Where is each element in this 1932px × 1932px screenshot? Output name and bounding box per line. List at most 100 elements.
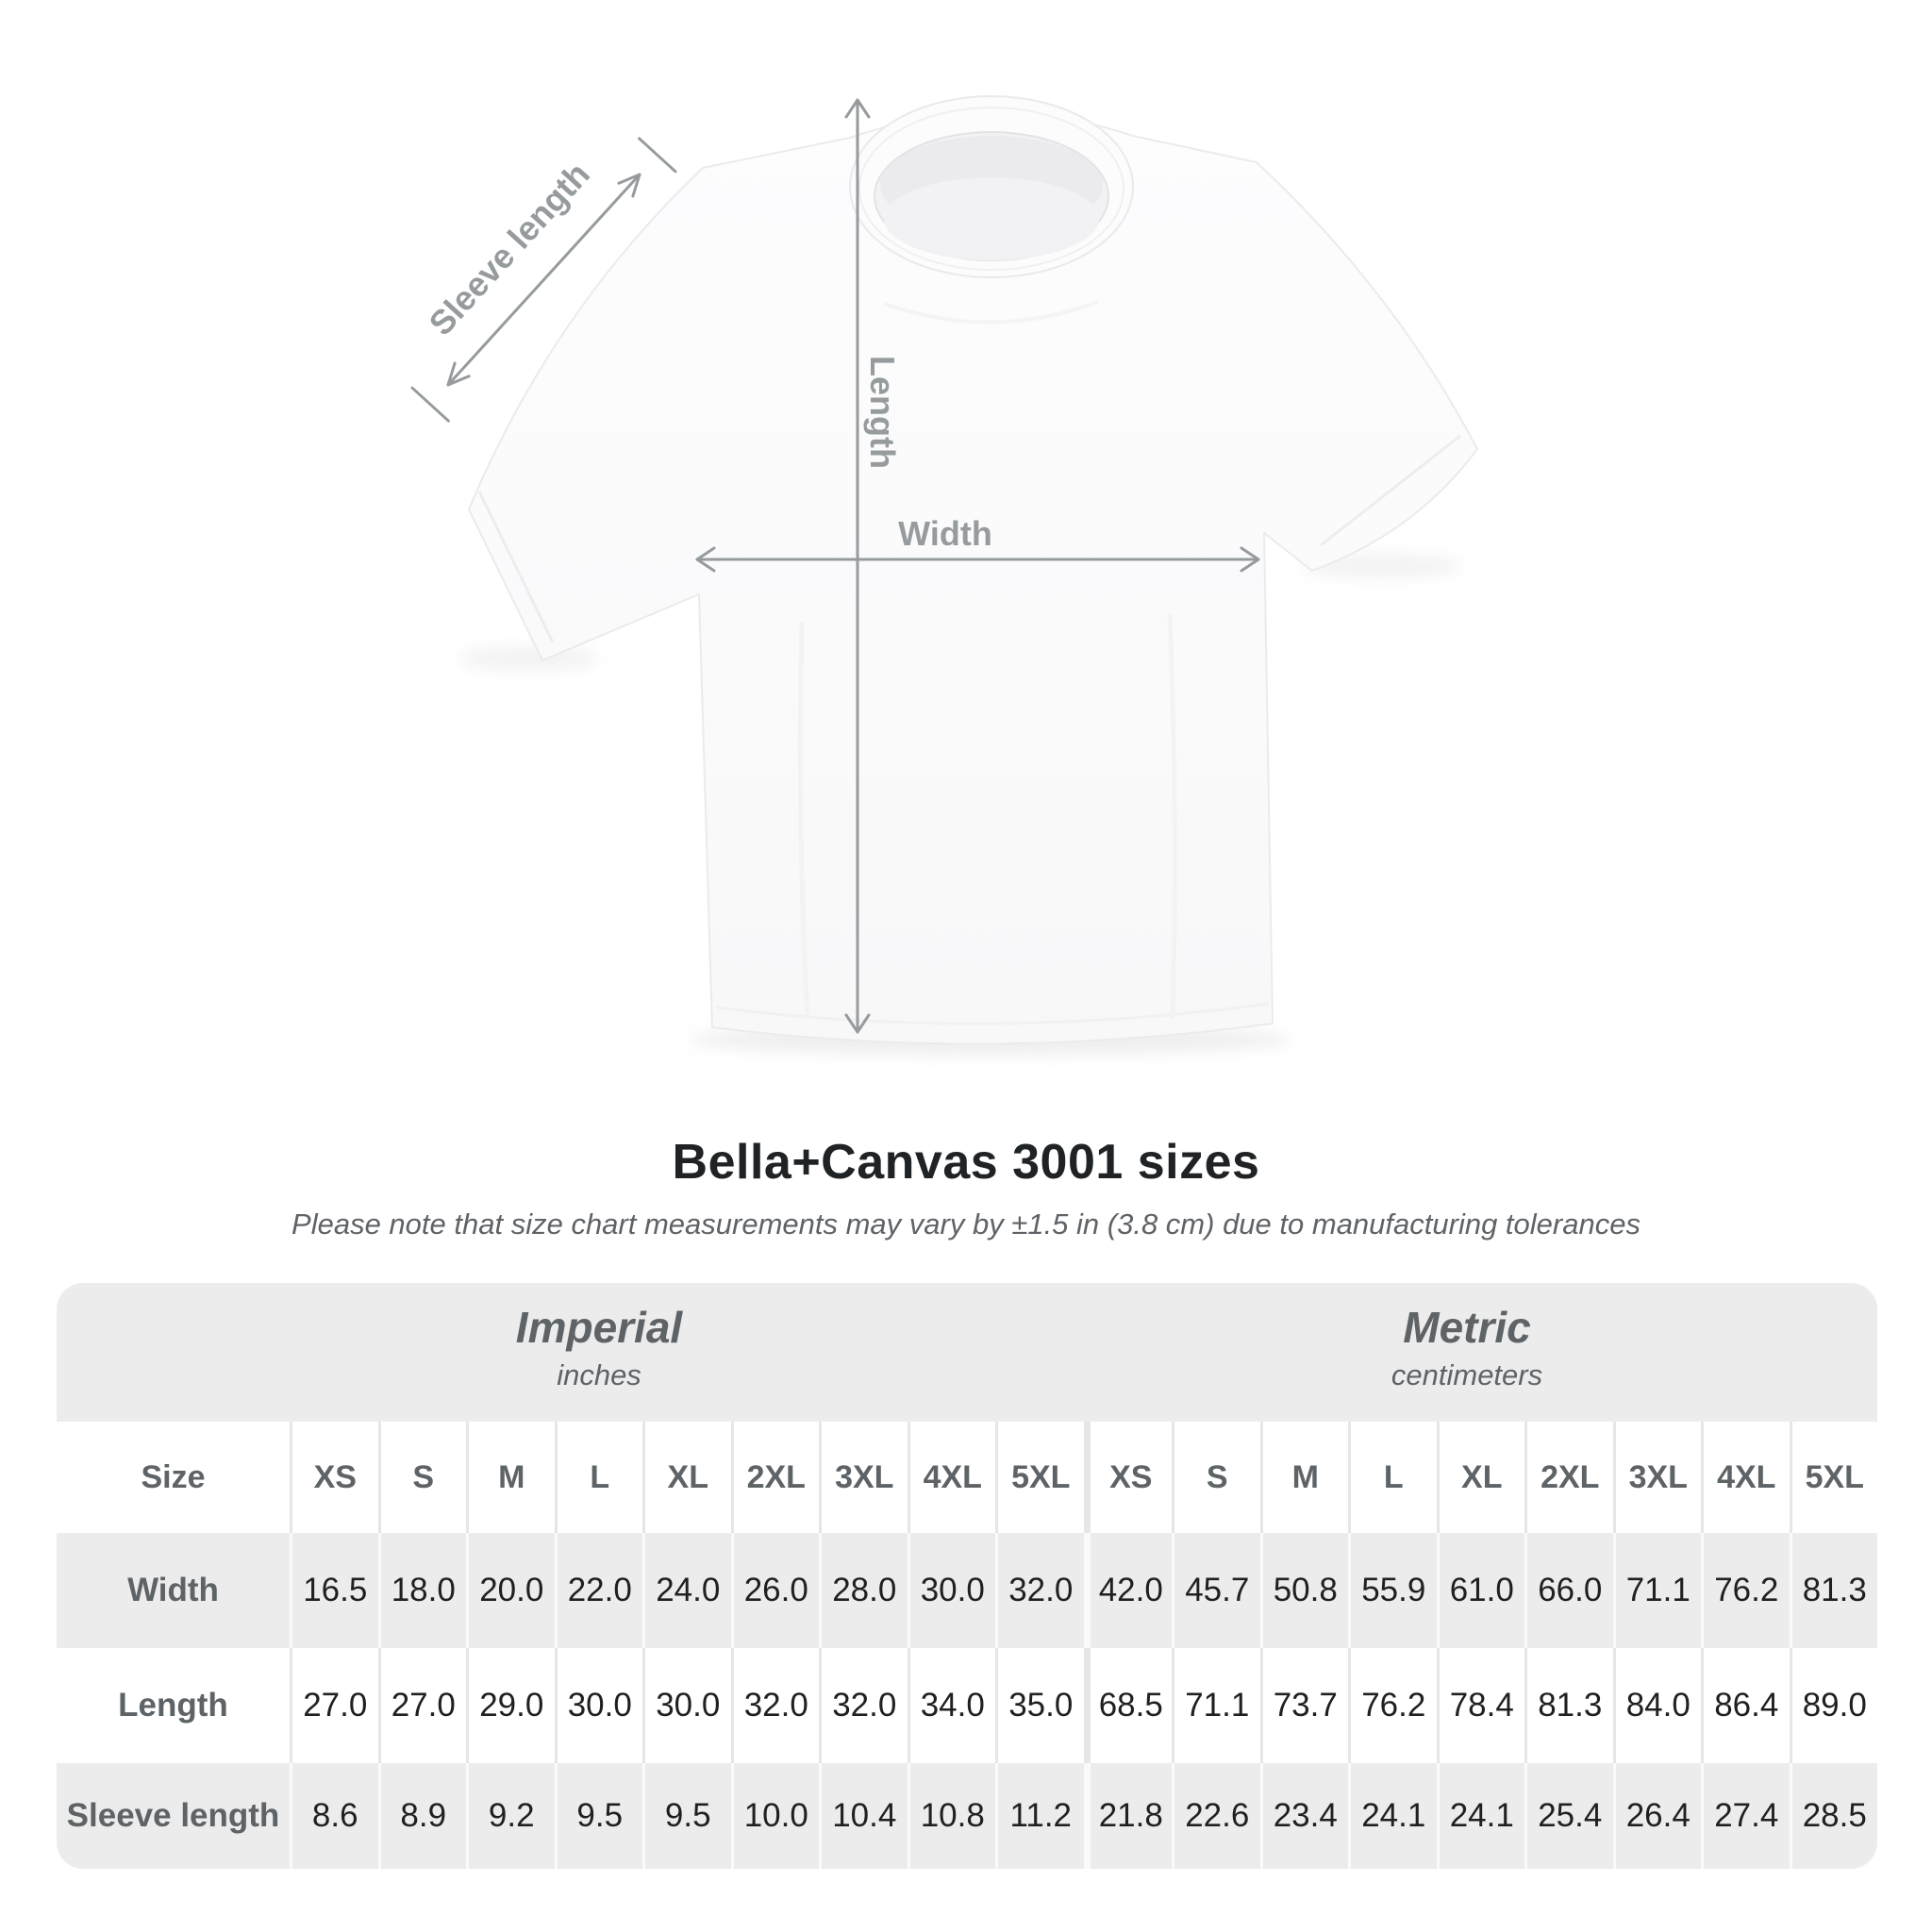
value-cell: 50.8 (1259, 1533, 1348, 1648)
tshirt-body (468, 111, 1478, 1045)
value-cell: 71.1 (1612, 1533, 1701, 1648)
size-header-metric-5XL: 5XL (1789, 1422, 1877, 1533)
tshirt-figure: Sleeve length Length Width (410, 95, 1478, 1055)
value-cell: 10.0 (730, 1763, 819, 1869)
value-cell: 76.2 (1701, 1533, 1790, 1648)
size-header-imperial-3XL: 3XL (819, 1422, 908, 1533)
value-cell: 10.8 (907, 1763, 995, 1869)
value-cell: 66.0 (1524, 1533, 1613, 1648)
imperial-header: Imperial inches (516, 1304, 682, 1392)
width-label: Width (898, 514, 992, 553)
value-cell: 18.0 (377, 1533, 466, 1648)
value-cell: 30.0 (642, 1648, 731, 1763)
value-cell: 61.0 (1436, 1533, 1524, 1648)
length-arrow (844, 98, 871, 1034)
size-col-header: Size (57, 1422, 290, 1533)
hem-stitch (716, 1002, 1270, 1025)
left-cuff-seam (477, 491, 555, 643)
value-cell: 22.0 (554, 1533, 642, 1648)
value-cell: 10.4 (819, 1763, 908, 1869)
chest-crease (884, 300, 1099, 325)
size-header-metric-S: S (1172, 1422, 1260, 1533)
imperial-title: Imperial (515, 1303, 683, 1352)
unit-header-band: Imperial inches Metric centimeters (57, 1283, 1877, 1422)
value-cell: 28.0 (819, 1533, 908, 1648)
size-header-imperial-XL: XL (642, 1422, 731, 1533)
value-cell: 35.0 (995, 1648, 1084, 1763)
size-table: Imperial inches Metric centimeters Size X… (57, 1283, 1877, 1869)
value-cell: 8.9 (377, 1763, 466, 1869)
value-cell: 81.3 (1524, 1648, 1613, 1763)
size-header-imperial-L: L (554, 1422, 642, 1533)
value-cell: 55.9 (1348, 1533, 1437, 1648)
value-cell: 32.0 (819, 1648, 908, 1763)
size-header-imperial-4XL: 4XL (907, 1422, 995, 1533)
value-cell: 9.5 (642, 1763, 731, 1869)
width-arrow (695, 546, 1260, 573)
value-cell: 89.0 (1789, 1648, 1877, 1763)
value-cell: 27.4 (1701, 1763, 1790, 1869)
body-crease-right (1167, 612, 1177, 1020)
length-label: Length (863, 356, 902, 469)
size-header-metric-3XL: 3XL (1612, 1422, 1701, 1533)
metric-header: Metric centimeters (1391, 1304, 1542, 1392)
size-header-metric-XL: XL (1436, 1422, 1524, 1533)
value-cell: 24.1 (1348, 1763, 1437, 1869)
tshirt-illustration (468, 95, 1478, 1045)
value-cell: 32.0 (730, 1648, 819, 1763)
sleeve-arrow-start-tick (410, 386, 450, 423)
value-cell: 84.0 (1612, 1648, 1701, 1763)
collar-stitch (858, 107, 1124, 271)
size-header-metric-XS: XS (1083, 1422, 1172, 1533)
page-title: Bella+Canvas 3001 sizes (672, 1135, 1260, 1190)
value-cell: 71.1 (1172, 1648, 1260, 1763)
page-subtitle: Please note that size chart measurements… (291, 1208, 1641, 1241)
value-cell: 81.3 (1789, 1533, 1877, 1648)
value-cell: 9.2 (466, 1763, 555, 1869)
dimension-arrows (410, 98, 1260, 1034)
value-cell: 76.2 (1348, 1648, 1437, 1763)
value-cell: 30.0 (554, 1648, 642, 1763)
size-header-imperial-S: S (377, 1422, 466, 1533)
value-cell: 26.4 (1612, 1763, 1701, 1869)
value-cell: 20.0 (466, 1533, 555, 1648)
collar-inner-front (884, 177, 1099, 260)
size-header-metric-L: L (1348, 1422, 1437, 1533)
value-cell: 86.4 (1701, 1648, 1790, 1763)
sleeve-arrow-end-tick (638, 137, 677, 174)
value-cell: 25.4 (1524, 1763, 1613, 1869)
row-label: Width (57, 1533, 290, 1648)
size-header-imperial-5XL: 5XL (995, 1422, 1084, 1533)
value-cell: 26.0 (730, 1533, 819, 1648)
size-header-metric-M: M (1259, 1422, 1348, 1533)
value-cell: 30.0 (907, 1533, 995, 1648)
value-cell: 11.2 (995, 1763, 1084, 1869)
value-cell: 73.7 (1259, 1648, 1348, 1763)
value-cell: 28.5 (1789, 1763, 1877, 1869)
value-cell: 9.5 (554, 1763, 642, 1869)
value-cell: 27.0 (290, 1648, 378, 1763)
row-label: Sleeve length (57, 1763, 290, 1869)
right-cuff-seam (1320, 434, 1461, 547)
metric-unit: centimeters (1391, 1358, 1543, 1391)
value-cell: 24.1 (1436, 1763, 1524, 1869)
size-header-imperial-M: M (466, 1422, 555, 1533)
value-cell: 21.8 (1083, 1763, 1172, 1869)
value-cell: 23.4 (1259, 1763, 1348, 1869)
value-cell: 68.5 (1083, 1648, 1172, 1763)
imperial-unit: inches (557, 1358, 641, 1391)
row-label: Length (57, 1648, 290, 1763)
size-header-metric-2XL: 2XL (1524, 1422, 1613, 1533)
metric-title: Metric (1403, 1303, 1531, 1352)
value-cell: 34.0 (907, 1648, 995, 1763)
value-cell: 45.7 (1172, 1533, 1260, 1648)
value-cell: 22.6 (1172, 1763, 1260, 1869)
value-cell: 42.0 (1083, 1533, 1172, 1648)
value-cell: 24.0 (642, 1533, 731, 1648)
value-cell: 27.0 (377, 1648, 466, 1763)
size-header-metric-4XL: 4XL (1701, 1422, 1790, 1533)
value-cell: 78.4 (1436, 1648, 1524, 1763)
size-table-grid: Size XS S M L XL 2XL 3XL 4XL 5XL XS S M L XL 2XL 3XL 4XL 5… (57, 1422, 1877, 1869)
size-header-imperial-XS: XS (290, 1422, 378, 1533)
